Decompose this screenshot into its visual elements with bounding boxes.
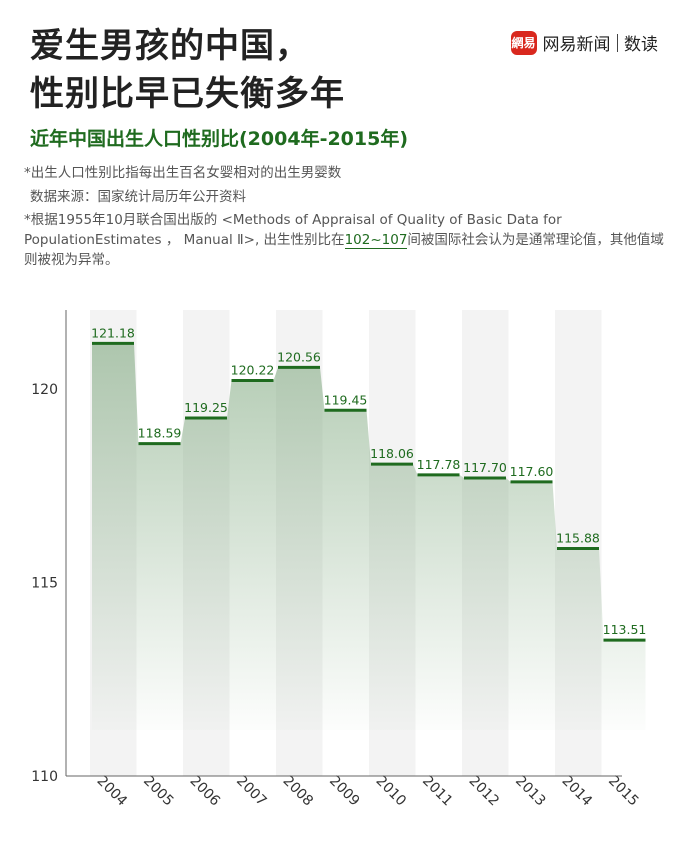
x-tick-label-2006: 2006 [187, 773, 224, 810]
note-source: 数据来源：国家统计局历年公开资料 [30, 189, 246, 205]
note-standard: *根据1955年10月联合国出版的 <Methods of Appraisal … [24, 210, 664, 270]
x-tick-label-2004: 2004 [94, 773, 131, 810]
area-fill [92, 343, 646, 730]
x-tick-label-2014: 2014 [559, 773, 596, 810]
brand-sub: 数读 [624, 35, 658, 55]
chart-subtitle: 近年中国出生人口性别比(2004年-2015年) [30, 128, 409, 150]
netease-logo-icon: 網易 [510, 30, 537, 55]
x-tick-label-2005: 2005 [140, 773, 177, 810]
note-standard-pre: *根据1955年10月联合国出版的 <Methods of Appraisal … [24, 212, 562, 248]
x-tick-label-2012: 2012 [466, 773, 503, 810]
value-label-2009: 119.45 [324, 392, 368, 407]
value-label-2013: 117.60 [510, 464, 554, 479]
x-tick-label-2009: 2009 [326, 773, 363, 810]
value-label-2012: 117.70 [463, 460, 507, 475]
value-label-2005: 118.59 [138, 426, 182, 441]
y-tick-label: 115 [31, 576, 58, 592]
x-tick-label-2010: 2010 [373, 773, 410, 810]
x-tick-label-2008: 2008 [280, 773, 317, 810]
value-label-2006: 119.25 [184, 400, 228, 415]
x-tick-label-2011: 2011 [419, 773, 456, 810]
note-definition: *出生人口性别比指每出生百名女婴相对的出生男婴数 [24, 165, 342, 181]
value-label-2014: 115.88 [556, 530, 600, 545]
value-label-2008: 120.56 [277, 349, 321, 364]
brand-divider [616, 33, 618, 52]
page-title: 爱生男孩的中国， 性别比早已失衡多年 [30, 22, 490, 118]
title-line-2: 性别比早已失衡多年 [30, 74, 345, 114]
value-label-2011: 117.78 [417, 457, 461, 472]
y-tick-label: 120 [31, 382, 58, 398]
brand-name: 网易新闻 [542, 35, 611, 55]
value-label-2015: 113.51 [603, 622, 647, 637]
brand: 網易 网易新闻 数读 [510, 30, 658, 55]
y-tick-label: 110 [31, 769, 58, 785]
note-standard-post: 间被国际社会认为是通常理论值，其他值域则被视为异常。 [24, 232, 664, 268]
value-label-2007: 120.22 [231, 362, 275, 377]
x-tick-label-2007: 2007 [233, 773, 270, 810]
value-label-2010: 118.06 [370, 446, 414, 461]
note-standard-range: 102~107 [344, 232, 408, 249]
value-label-2004: 121.18 [91, 325, 135, 340]
title-line-1: 爱生男孩的中国， [30, 26, 310, 66]
x-tick-label-2013: 2013 [512, 773, 549, 810]
x-tick-label-2015: 2015 [605, 773, 642, 810]
